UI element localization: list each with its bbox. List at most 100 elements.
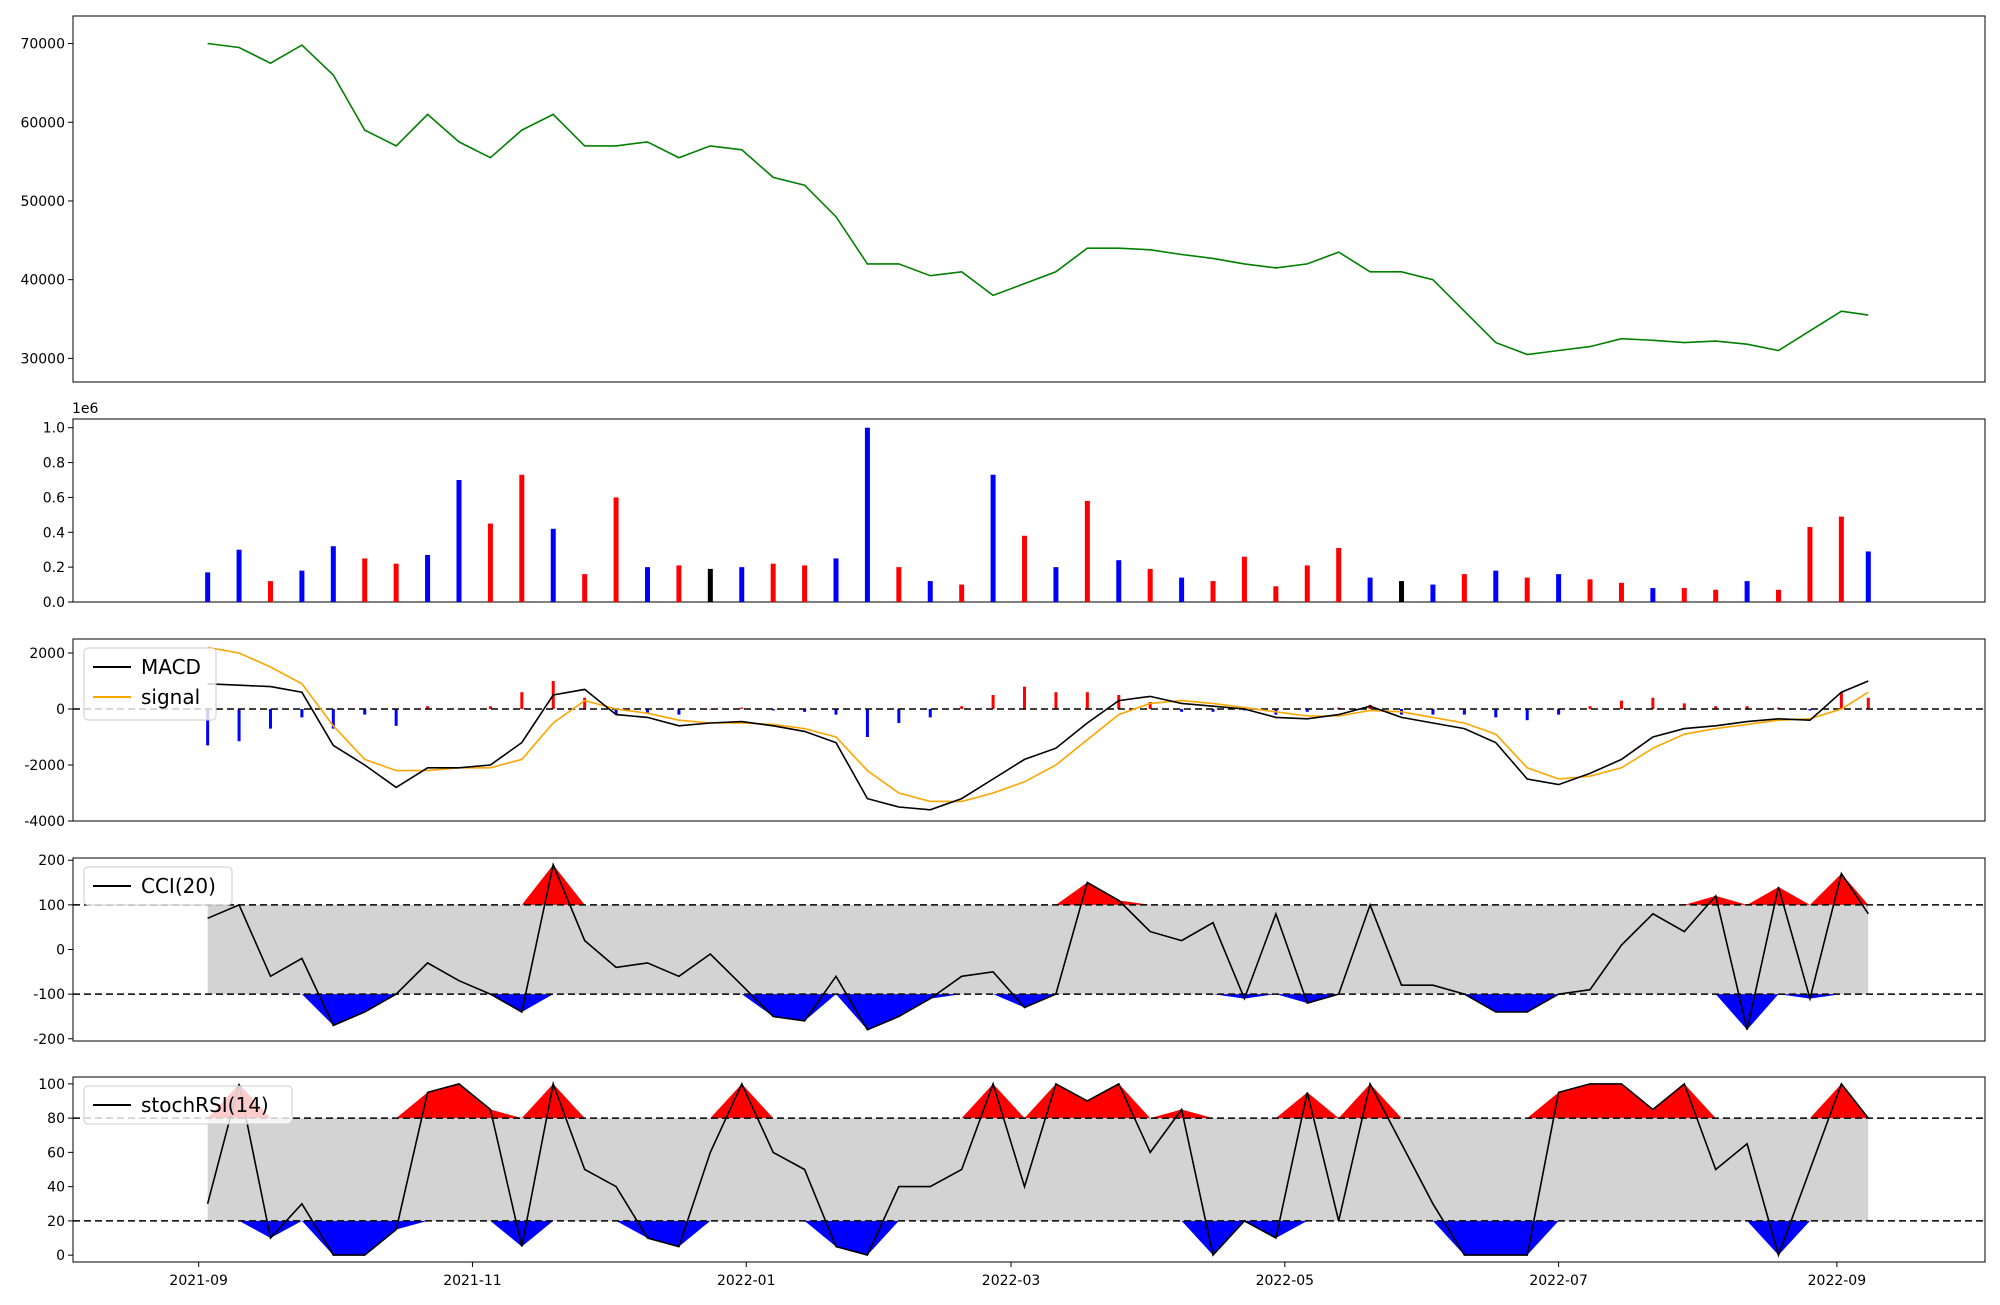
cci-ytick-label: -200 <box>33 1032 65 1048</box>
macd-histogram-bar <box>1839 692 1843 709</box>
cci-legend-label: CCI(20) <box>141 874 216 898</box>
stochrsi-ytick-label: 40 <box>47 1180 65 1196</box>
volume-bar <box>959 584 965 602</box>
stochrsi-above-fill <box>207 1083 1869 1119</box>
volume-bar <box>393 563 399 602</box>
macd-legend-label: signal <box>141 685 200 709</box>
volume-bar <box>1650 588 1656 602</box>
volume-bar <box>330 546 336 602</box>
macd-histogram-bar <box>520 692 524 709</box>
volume-bar <box>990 474 996 602</box>
stochrsi-ytick-label: 100 <box>38 1077 65 1093</box>
cci-above-fill <box>207 864 1869 905</box>
volume-ytick-label: 0.2 <box>43 560 65 576</box>
volume-ytick-label: 0.6 <box>43 490 65 506</box>
volume-bar <box>236 549 242 602</box>
macd-histogram-bar <box>1619 700 1623 709</box>
stochrsi-panel-frame <box>72 1076 1986 1263</box>
volume-bar <box>1022 535 1028 602</box>
x-tick-label: 2021-11 <box>443 1273 502 1289</box>
macd-histogram-bar <box>1682 703 1686 709</box>
macd-histogram-bar <box>1148 702 1152 709</box>
macd-histogram-bar <box>834 709 838 715</box>
volume-bar <box>1084 500 1090 602</box>
volume-bar <box>1681 588 1687 602</box>
volume-bar <box>1865 551 1871 602</box>
macd-histogram-bar <box>1085 692 1089 709</box>
macd-histogram-bar <box>206 709 210 746</box>
volume-ytick-label: 0.4 <box>43 525 65 541</box>
macd-histogram-bar <box>1525 709 1529 721</box>
macd-histogram-bar <box>771 709 775 711</box>
macd-histogram-bar <box>1117 695 1121 709</box>
macd-histogram-bar <box>300 709 304 718</box>
volume-bar <box>1618 582 1624 602</box>
volume-bar <box>1053 567 1059 602</box>
volume-bar <box>864 427 870 602</box>
macd-histogram-bar <box>1866 697 1870 709</box>
volume-bar <box>802 565 808 602</box>
stochrsi-legend-box <box>83 1085 293 1125</box>
volume-bar <box>896 567 902 602</box>
macd-histogram-bar <box>268 709 272 729</box>
macd-line <box>207 680 1869 811</box>
x-tick-label: 2021-09 <box>169 1273 228 1289</box>
macd-ytick-label: 2000 <box>29 646 65 662</box>
volume-bar <box>582 574 588 602</box>
volume-bar <box>1587 579 1593 602</box>
macd-histogram-bar <box>1588 706 1592 709</box>
volume-bar <box>299 570 305 602</box>
x-tick-label: 2022-09 <box>1808 1273 1867 1289</box>
volume-bar <box>1838 516 1844 602</box>
macd-histogram-bar <box>331 709 335 729</box>
price-ytick-label: 30000 <box>20 351 65 367</box>
volume-bar <box>613 497 619 602</box>
price-ytick-label: 60000 <box>20 115 65 131</box>
price-ytick-label: 50000 <box>20 194 65 210</box>
volume-ytick-label: 1.0 <box>43 421 65 437</box>
macd-histogram-bar <box>1180 709 1184 712</box>
volume-ytick-label: 0.0 <box>43 595 65 611</box>
macd-histogram-bar <box>865 709 869 737</box>
volume-bar <box>1713 589 1719 602</box>
macd-ytick-label: -2000 <box>24 758 65 774</box>
volume-bar <box>1241 556 1247 602</box>
price-panel-frame <box>72 15 1986 383</box>
volume-bar <box>644 567 650 602</box>
volume-bar <box>1304 565 1310 602</box>
volume-bar <box>770 563 776 602</box>
volume-bar <box>1210 581 1216 602</box>
cci-ytick-label: 100 <box>38 898 65 914</box>
volume-bar <box>550 528 556 602</box>
volume-bar <box>1556 574 1562 602</box>
macd-histogram-bar <box>991 695 995 709</box>
macd-histogram-bar <box>708 709 712 710</box>
volume-bar <box>676 565 682 602</box>
volume-ytick-label: 0.8 <box>43 456 65 472</box>
macd-ytick-label: -4000 <box>24 814 65 830</box>
volume-bar <box>519 474 525 602</box>
macd-histogram-bar <box>363 709 367 715</box>
stochrsi-ytick-label: 20 <box>47 1214 65 1230</box>
volume-bar <box>267 581 273 602</box>
cci-line <box>207 862 1869 1031</box>
macd-histogram-bar <box>1023 686 1027 709</box>
macd-histogram-bar <box>394 709 398 726</box>
volume-bar <box>1776 589 1782 602</box>
stochrsi-legend-label: stochRSI(14) <box>141 1093 269 1117</box>
volume-panel-frame <box>72 418 1986 603</box>
stochrsi-below-fill <box>207 1220 1869 1256</box>
stochrsi-neutral-band <box>207 1118 1869 1221</box>
macd-histogram-bar <box>1494 709 1498 718</box>
macd-histogram-bar <box>1054 692 1058 709</box>
price-ytick-label: 40000 <box>20 273 65 289</box>
macd-histogram-bar <box>426 706 430 709</box>
stochrsi-ytick-label: 0 <box>56 1248 65 1264</box>
macd-histogram-bar <box>803 709 807 712</box>
macd-histogram-bar <box>237 709 241 742</box>
macd-panel-frame <box>72 638 1986 822</box>
cci-ytick-label: 200 <box>38 853 65 869</box>
x-tick-label: 2022-05 <box>1256 1273 1315 1289</box>
volume-bar <box>1147 568 1153 602</box>
